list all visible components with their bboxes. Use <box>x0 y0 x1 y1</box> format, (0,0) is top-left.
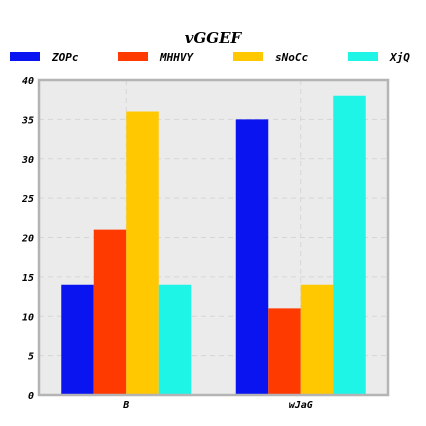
y-tick-label: 5 <box>28 352 34 363</box>
bar-XjQ-wJaG <box>333 95 366 395</box>
bar-MHHVY-wJaG <box>268 308 301 395</box>
legend-item-XjQ: XjQ <box>348 51 410 64</box>
y-tick-label: 0 <box>28 391 34 402</box>
plot-frame <box>37 78 390 397</box>
legend: ZOPc MHHVY sNoCc XjQ <box>10 51 410 64</box>
legend-label: XjQ <box>389 51 410 64</box>
x-tick-label: wJaG <box>289 400 313 411</box>
y-tick-label: 15 <box>22 273 34 284</box>
legend-item-MHHVY: MHHVY <box>118 51 194 64</box>
legend-swatch <box>10 52 40 61</box>
bar-sNoCc-wJaG <box>300 284 334 395</box>
legend-item-ZOPc: ZOPc <box>10 51 79 64</box>
y-tick-label: 10 <box>22 312 34 323</box>
y-tick-label: 25 <box>21 194 34 205</box>
bar-ZOPc-B <box>61 284 94 395</box>
legend-label: ZOPc <box>51 51 79 64</box>
chart-title: vGGEF <box>185 29 243 47</box>
legend-label: MHHVY <box>159 51 194 64</box>
y-tick-label: 40 <box>22 76 34 87</box>
y-tick-label: 30 <box>21 155 34 166</box>
bar-sNoCc-B <box>126 111 159 395</box>
y-tick-label: 35 <box>21 115 34 126</box>
x-tick-label: B <box>122 400 129 411</box>
bars <box>61 95 366 395</box>
legend-swatch <box>233 52 263 61</box>
y-axis: 0 5 10 15 20 25 30 35 40 <box>21 76 34 402</box>
legend-label: sNoCc <box>275 51 308 64</box>
legend-item-sNoCc: sNoCc <box>233 51 308 64</box>
bar-MHHVY-B <box>93 229 127 395</box>
bar-XjQ-B <box>158 284 192 395</box>
legend-swatch <box>118 52 148 61</box>
y-tick-label: 20 <box>21 234 34 245</box>
bar-ZOPc-wJaG <box>235 119 269 395</box>
legend-swatch <box>348 52 378 61</box>
